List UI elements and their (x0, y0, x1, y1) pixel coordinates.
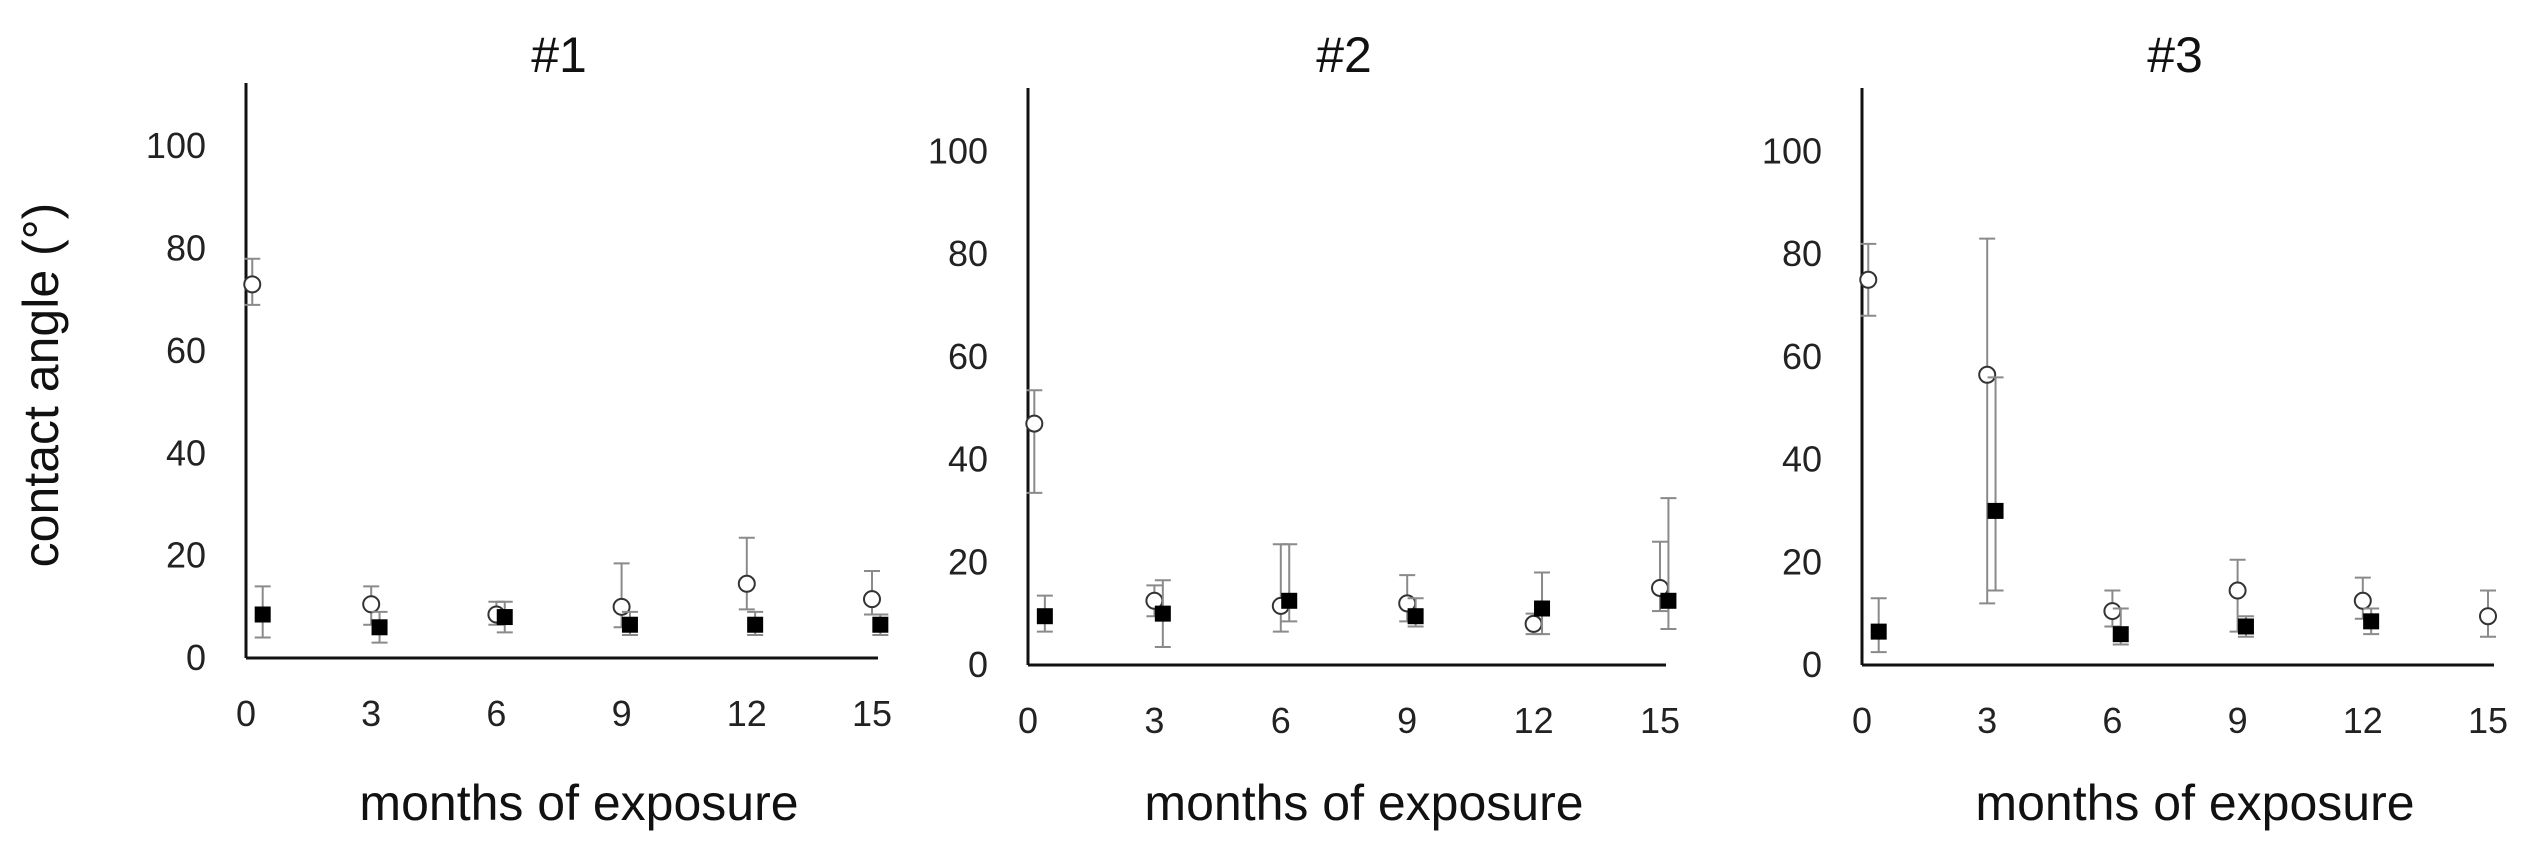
data-point-square (1036, 608, 1053, 625)
y-axis-label: contact angle (°) (13, 203, 69, 568)
x-tick-label: 6 (1271, 700, 1291, 741)
y-tick-label: 80 (948, 233, 988, 274)
data-point-square (1281, 592, 1298, 609)
y-tick-label: 20 (948, 541, 988, 582)
series-filled-square (254, 585, 889, 644)
y-tick-label: 20 (166, 535, 206, 576)
series-filled-square (1036, 497, 1677, 649)
panel-title: #1 (531, 27, 587, 83)
panel-title: #3 (2147, 27, 2203, 83)
data-point-square (1870, 623, 1887, 640)
data-point-circle (1859, 270, 1878, 289)
y-tick-label: 40 (166, 432, 206, 473)
data-point-square (2363, 613, 2380, 630)
y-tick-label: 100 (928, 130, 988, 171)
x-tick-label: 0 (1018, 700, 1038, 741)
series-open-circle (1025, 389, 1669, 636)
data-point-circle (2228, 581, 2247, 600)
x-axis-label: months of exposure (359, 775, 798, 831)
data-point-square (1154, 605, 1171, 622)
y-tick-label: 60 (948, 336, 988, 377)
data-point-square (1534, 600, 1551, 617)
x-tick-label: 6 (486, 693, 506, 734)
x-tick-label: 9 (1397, 700, 1417, 741)
data-point-circle (1025, 414, 1044, 433)
x-axis-label: months of exposure (1144, 775, 1583, 831)
panel-title: #2 (1316, 27, 1372, 83)
y-tick-label: 80 (166, 228, 206, 269)
x-tick-label: 15 (852, 693, 892, 734)
data-point-square (747, 616, 764, 633)
data-point-square (371, 619, 388, 636)
x-tick-label: 12 (1514, 700, 1554, 741)
x-tick-label: 3 (1977, 700, 1997, 741)
y-tick-label: 40 (1782, 439, 1822, 480)
data-point-square (2237, 618, 2254, 635)
data-point-circle (2103, 602, 2122, 621)
panel-2: #2 0 20 40 60 80 100 0 3 6 9 12 15 months of exposure (928, 27, 1680, 831)
x-tick-label: 15 (1640, 700, 1680, 741)
x-tick-label: 3 (361, 693, 381, 734)
data-point-circle (612, 597, 631, 616)
x-tick-label: 12 (727, 693, 767, 734)
y-tick-label: 60 (1782, 336, 1822, 377)
y-tick-label: 0 (968, 644, 988, 685)
x-tick-label: 9 (2228, 700, 2248, 741)
data-point-square (1987, 502, 2004, 519)
series-open-circle (243, 257, 881, 629)
panel-3: #3 0 20 40 60 80 100 0 3 6 9 12 15 months of exposure (1762, 27, 2508, 831)
data-point-square (621, 616, 638, 633)
y-tick-label: 60 (166, 330, 206, 371)
data-point-square (1407, 608, 1424, 625)
data-point-circle (243, 275, 262, 294)
y-tick-label: 20 (1782, 541, 1822, 582)
x-tick-label: 12 (2343, 700, 2383, 741)
data-point-square (1660, 592, 1677, 609)
y-tick-label: 100 (146, 125, 206, 166)
data-point-square (254, 606, 271, 623)
x-tick-label: 0 (1852, 700, 1872, 741)
data-point-circle (737, 574, 756, 593)
x-tick-label: 9 (612, 693, 632, 734)
data-point-square (872, 616, 889, 633)
data-point-circle (2353, 591, 2372, 610)
y-tick-label: 0 (186, 637, 206, 678)
y-tick-label: 100 (1762, 130, 1822, 171)
data-point-square (496, 609, 513, 626)
x-tick-label: 15 (2468, 700, 2508, 741)
data-point-circle (1978, 365, 1997, 384)
x-tick-label: 0 (236, 693, 256, 734)
data-point-circle (1524, 614, 1543, 633)
x-tick-label: 3 (1144, 700, 1164, 741)
series-filled-square (1870, 376, 2380, 654)
data-point-circle (2479, 607, 2497, 626)
data-point-circle (362, 595, 381, 614)
series-open-circle (1859, 237, 2497, 638)
y-tick-label: 0 (1802, 644, 1822, 685)
x-tick-label: 6 (2102, 700, 2122, 741)
data-point-square (2112, 626, 2129, 643)
y-tick-label: 80 (1782, 233, 1822, 274)
data-point-circle (863, 590, 881, 609)
panel-1: #1 0 20 40 60 80 100 0 3 6 9 12 15 months of exposure (146, 27, 892, 831)
x-axis-label: months of exposure (1975, 775, 2414, 831)
y-tick-label: 40 (948, 439, 988, 480)
